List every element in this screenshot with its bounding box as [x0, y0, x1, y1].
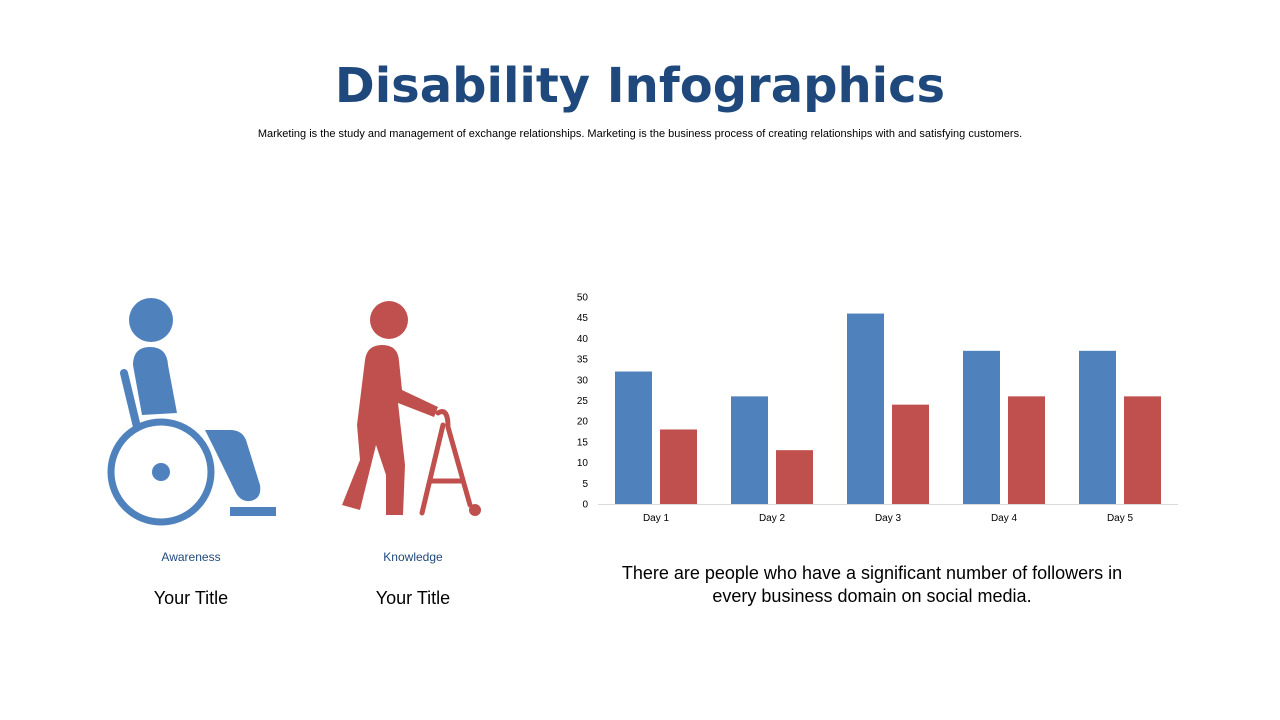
bar-day-1-series-2	[660, 429, 697, 504]
description-text: There are people who have a significant …	[621, 563, 1123, 606]
y-tick-label: 10	[577, 458, 589, 469]
item-label-knowledge: Knowledge	[383, 550, 443, 564]
y-tick-label: 40	[577, 334, 589, 345]
item-title-awareness: Your Title	[153, 588, 229, 608]
x-tick-label: Day 4	[991, 513, 1018, 524]
bar-day-2-series-1	[731, 396, 768, 504]
y-tick-label: 45	[577, 313, 589, 324]
y-tick-label: 5	[582, 479, 588, 490]
walker-icon	[342, 301, 481, 516]
page-title: Disability Infographics	[334, 58, 946, 114]
x-tick-label: Day 3	[875, 513, 902, 524]
item-label-awareness: Awareness	[161, 550, 221, 564]
y-tick-label: 50	[577, 293, 589, 304]
bar-day-2-series-2	[776, 450, 813, 504]
bar-day-5-series-1	[1079, 350, 1116, 504]
bar-day-4-series-2	[1008, 396, 1045, 504]
y-tick-label: 25	[577, 396, 589, 407]
x-tick-label: Day 5	[1107, 513, 1134, 524]
x-tick-label: Day 2	[759, 513, 786, 524]
y-tick-label: 35	[577, 355, 589, 366]
x-tick-label: Day 1	[643, 513, 670, 524]
wheelchair-icon	[107, 298, 276, 526]
bar-day-3-series-1	[847, 313, 884, 504]
bar-chart: 0 5 10 15 20 25 30 35 40 45 50 Day 1 Day 2 Day 3 Day 4…	[577, 293, 1178, 524]
y-tick-label: 0	[582, 500, 588, 511]
bar-day-4-series-1	[963, 350, 1000, 504]
page-subtitle: Marketing is the study and management of…	[257, 128, 1023, 140]
bar-day-1-series-1	[615, 371, 652, 504]
y-tick-label: 30	[577, 375, 589, 386]
y-tick-label: 20	[577, 417, 589, 428]
item-title-knowledge: Your Title	[375, 588, 451, 608]
bar-day-5-series-2	[1124, 396, 1161, 504]
y-tick-label: 15	[577, 437, 589, 448]
bar-day-3-series-2	[892, 404, 929, 504]
